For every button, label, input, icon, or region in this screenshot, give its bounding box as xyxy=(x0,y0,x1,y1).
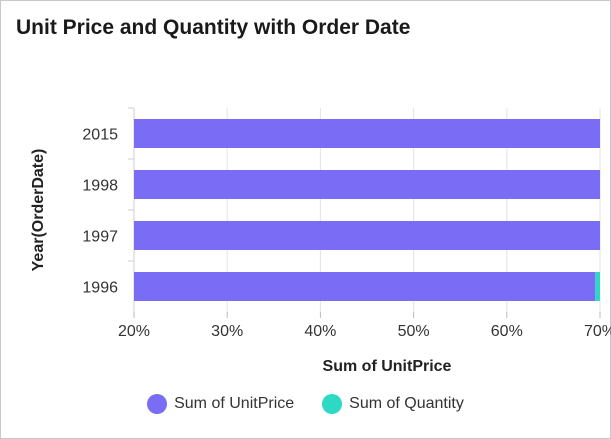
legend-label-quantity: Sum of Quantity xyxy=(349,395,464,412)
chart-title: Unit Price and Quantity with Order Date xyxy=(16,16,411,39)
y-tick-label: 1997 xyxy=(82,229,118,246)
legend-item-quantity[interactable]: Sum of Quantity xyxy=(322,394,464,414)
legend-label-unitprice: Sum of UnitPrice xyxy=(174,395,295,412)
y-tick-label: 1998 xyxy=(82,178,118,195)
x-tick-label: 40% xyxy=(304,323,336,340)
x-tick-label: 50% xyxy=(398,323,430,340)
legend-swatch-quantity xyxy=(322,394,343,414)
bar-unitprice-1997 xyxy=(134,221,600,250)
legend-swatch-unitprice xyxy=(147,394,168,414)
y-axis-title: Year(OrderDate) xyxy=(30,149,47,272)
bar-unitprice-1998 xyxy=(134,170,600,199)
legend-item-unitprice[interactable]: Sum of UnitPrice xyxy=(147,394,294,414)
x-tick-label: 60% xyxy=(491,323,523,340)
y-tick-label: 2015 xyxy=(82,127,118,144)
bar-unitprice-2015 xyxy=(134,119,600,148)
x-tick-label: 30% xyxy=(211,323,243,340)
x-axis-title: Sum of UnitPrice xyxy=(323,358,452,375)
y-tick-label: 1996 xyxy=(82,280,118,297)
x-tick-label: 70% xyxy=(584,323,611,340)
x-tick-label: 20% xyxy=(118,323,150,340)
bar-quantity-1996 xyxy=(595,272,600,301)
legend: Sum of UnitPrice Sum of Quantity xyxy=(0,394,611,414)
bar-unitprice-1996 xyxy=(134,272,596,301)
